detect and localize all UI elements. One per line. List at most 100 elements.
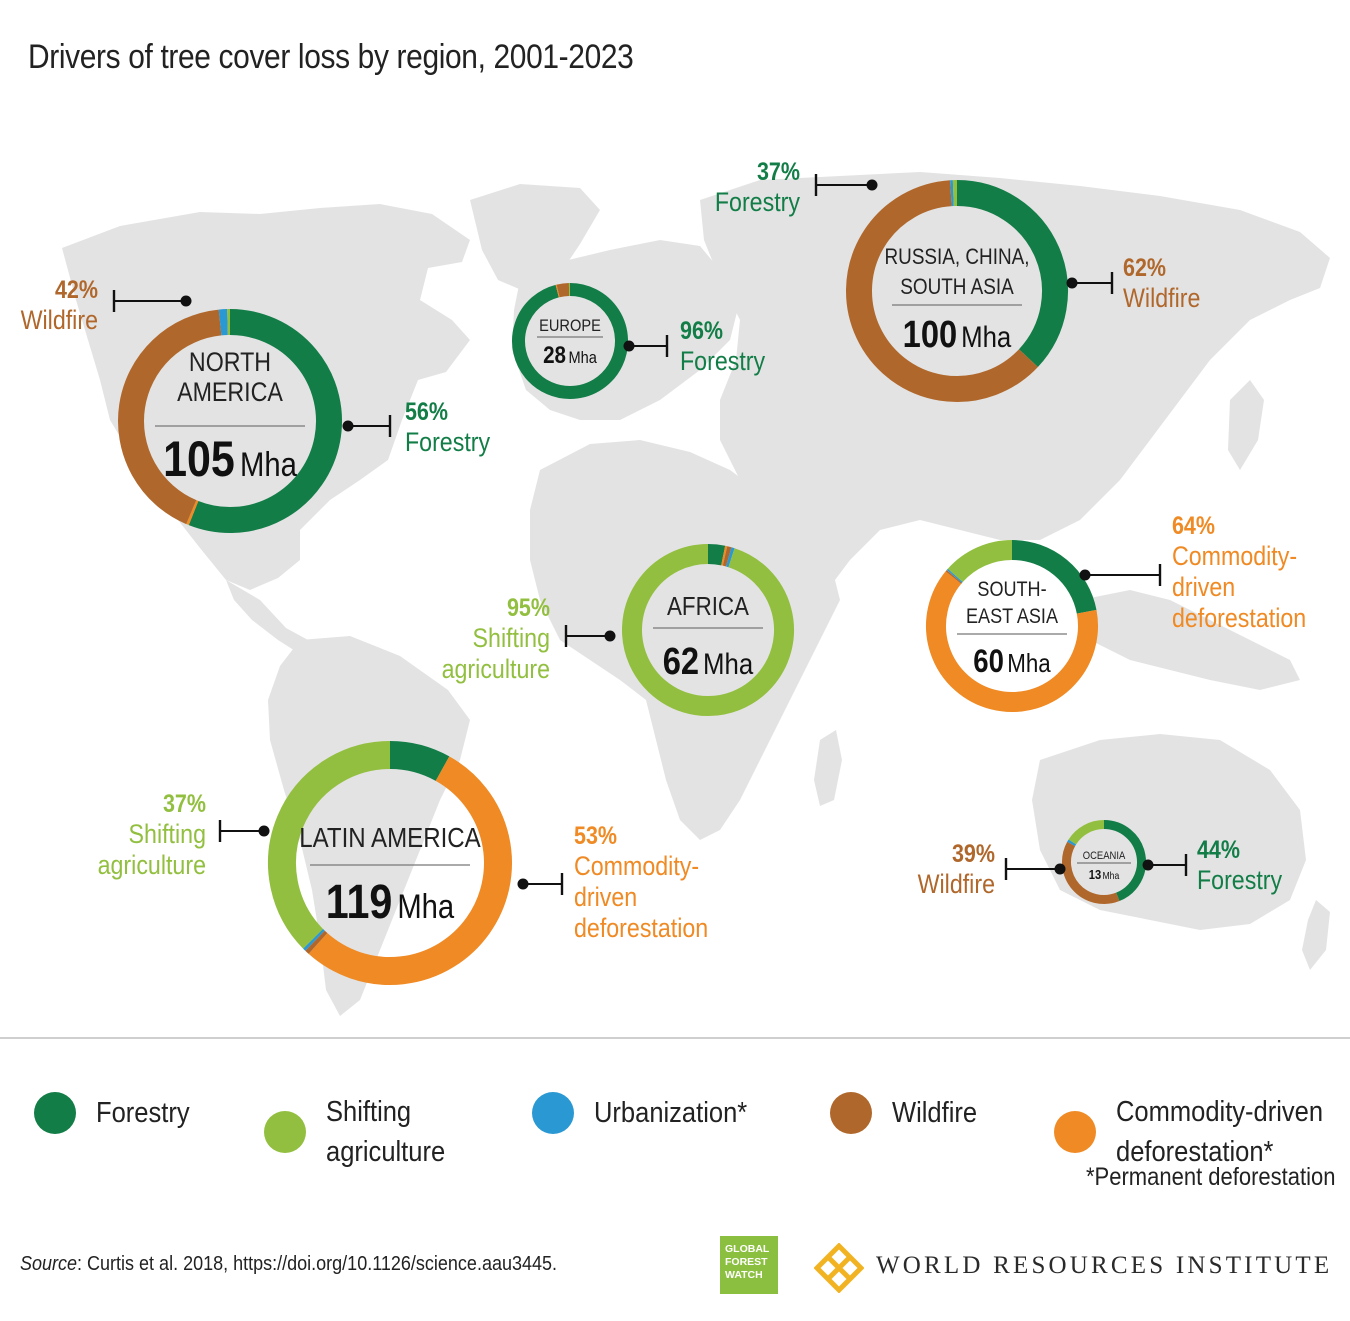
callout-dot xyxy=(517,878,529,890)
legend-item-shifting-agriculture: Shifting agriculture xyxy=(264,1092,461,1172)
donut-latin-america: LATIN AMERICA 119 Mha 53%Commodity-drivende… xyxy=(98,741,708,985)
callout-percent: 42% xyxy=(55,275,98,303)
callout-label: Forestry xyxy=(405,427,490,457)
legend-item-wildfire: Wildfire xyxy=(830,1092,989,1134)
callout-dot xyxy=(604,630,616,642)
legend-item-commodity: Commodity-driven deforestation* xyxy=(1054,1092,1350,1172)
donut-segment-forestry xyxy=(707,544,726,566)
donut-segment-shifting xyxy=(1068,820,1105,845)
region-total-value: 28 xyxy=(543,342,566,369)
region-total-unit: Mha xyxy=(961,320,1012,353)
chart-title: Drivers of tree cover loss by region, 20… xyxy=(28,38,634,76)
donut-segment-commodity xyxy=(186,500,199,526)
region-total-unit: Mha xyxy=(240,445,297,484)
callout-forestry: 56%Forestry xyxy=(342,397,490,457)
donut-segment-wildfire xyxy=(305,930,328,954)
callout-percent: 37% xyxy=(163,789,206,817)
donut-segment-forestry xyxy=(512,283,628,399)
donut-segment-forestry xyxy=(1103,820,1146,902)
legend-label-forestry: Forestry xyxy=(96,1097,190,1129)
region-total: 28 Mha xyxy=(543,342,597,369)
region-name: SOUTH- xyxy=(977,578,1046,602)
callout-label: Forestry xyxy=(1197,865,1282,895)
donut-segment-forestry xyxy=(956,180,1068,367)
source-citation: Source: Curtis et al. 2018, https://doi.… xyxy=(20,1253,557,1276)
region-total-value: 13 xyxy=(1089,867,1102,882)
source-label: Source xyxy=(20,1253,78,1275)
region-name: OCEANIA xyxy=(1083,850,1126,862)
callout-label: Commodity- xyxy=(1172,541,1297,571)
donut-europe: EUROPE 28 Mha 96%Forestry xyxy=(512,283,765,399)
callout-dot xyxy=(258,825,270,837)
donut-segment-forestry xyxy=(1011,540,1097,614)
region-total: 119 Mha xyxy=(326,875,455,929)
region-total: 62 Mha xyxy=(663,640,754,683)
donut-segment-urbanization xyxy=(946,568,963,584)
wri-logo-icon xyxy=(814,1243,864,1293)
gfw-logo-line: WATCH xyxy=(725,1269,763,1281)
callout-forestry: 44%Forestry xyxy=(1142,835,1282,895)
callout-dot xyxy=(342,420,354,432)
callout-wildfire: 62%Wildfire xyxy=(1066,253,1200,313)
callout-percent: 53% xyxy=(574,821,617,849)
donut-segment-forestry xyxy=(188,309,342,533)
legend-swatch-commodity xyxy=(1054,1111,1096,1153)
region-name: SOUTH ASIA xyxy=(900,275,1014,300)
legend-label-urbanization: Urbanization* xyxy=(594,1097,748,1129)
donut-segment-wildfire xyxy=(1062,841,1120,904)
legend-label-commodity: Commodity-driven deforestation* xyxy=(1116,1096,1324,1168)
callout-percent: 44% xyxy=(1197,835,1240,863)
region-name: RUSSIA, CHINA, xyxy=(885,245,1030,270)
callout-dot xyxy=(180,295,192,307)
callout-dot xyxy=(623,340,635,352)
region-name: EAST ASIA xyxy=(966,605,1059,629)
callout-label: agriculture xyxy=(98,850,206,880)
donut-segment-shifting xyxy=(622,544,794,716)
legend-swatch-wildfire xyxy=(830,1092,872,1134)
region-name: AMERICA xyxy=(177,377,283,407)
donut-segment-wildfire xyxy=(556,283,570,298)
callout-percent: 95% xyxy=(507,593,550,621)
callout-percent: 56% xyxy=(405,397,448,425)
legend-label-wildfire: Wildfire xyxy=(892,1097,978,1129)
region-total-unit: Mha xyxy=(569,349,598,367)
region-total: 105 Mha xyxy=(163,431,297,487)
gfw-logo: GLOBAL FOREST WATCH xyxy=(720,1236,778,1294)
donut-southeast-asia: SOUTH- EAST ASIA 60 Mha 64%Commodity-drivend… xyxy=(926,511,1306,712)
region-total-value: 105 xyxy=(163,431,235,487)
callout-dot xyxy=(1079,569,1091,581)
callout-wildfire: 42%Wildfire xyxy=(21,275,192,335)
legend-item-urbanization: Urbanization* xyxy=(532,1092,768,1134)
region-total: 13Mha xyxy=(1089,867,1120,882)
region-total-unit: Mha xyxy=(703,647,754,680)
gfw-logo-line: GLOBAL xyxy=(725,1243,770,1255)
region-total-value: 60 xyxy=(973,644,1004,679)
callout-label: deforestation xyxy=(1172,603,1306,633)
callout-forestry: 96%Forestry xyxy=(623,316,765,376)
gfw-logo-line: FOREST xyxy=(725,1256,768,1268)
callout-label: Wildfire xyxy=(1123,283,1200,313)
region-total: 100 Mha xyxy=(903,313,1012,356)
donut-segment-commodity xyxy=(926,571,1098,712)
donut-segment-wildfire xyxy=(846,180,1038,402)
legend-item-forestry: Forestry xyxy=(34,1092,202,1134)
donut-segment-urbanization xyxy=(1067,839,1077,847)
donut-oceania: OCEANIA 13Mha 44%Forestry 39%Wildfire xyxy=(918,820,1282,904)
callout-dot xyxy=(866,179,878,191)
wri-logo-text: WORLD RESOURCES INSTITUTE xyxy=(876,1252,1333,1279)
region-name: AFRICA xyxy=(667,592,750,621)
callout-label: driven xyxy=(1172,572,1235,602)
region-total-value: 119 xyxy=(326,875,393,929)
donut-segment-wildfire xyxy=(722,546,732,567)
region-name: LATIN AMERICA xyxy=(299,821,481,853)
region-name: EUROPE xyxy=(539,317,601,335)
donut-segment-commodity xyxy=(308,756,512,985)
region-total-value: 62 xyxy=(663,640,699,683)
